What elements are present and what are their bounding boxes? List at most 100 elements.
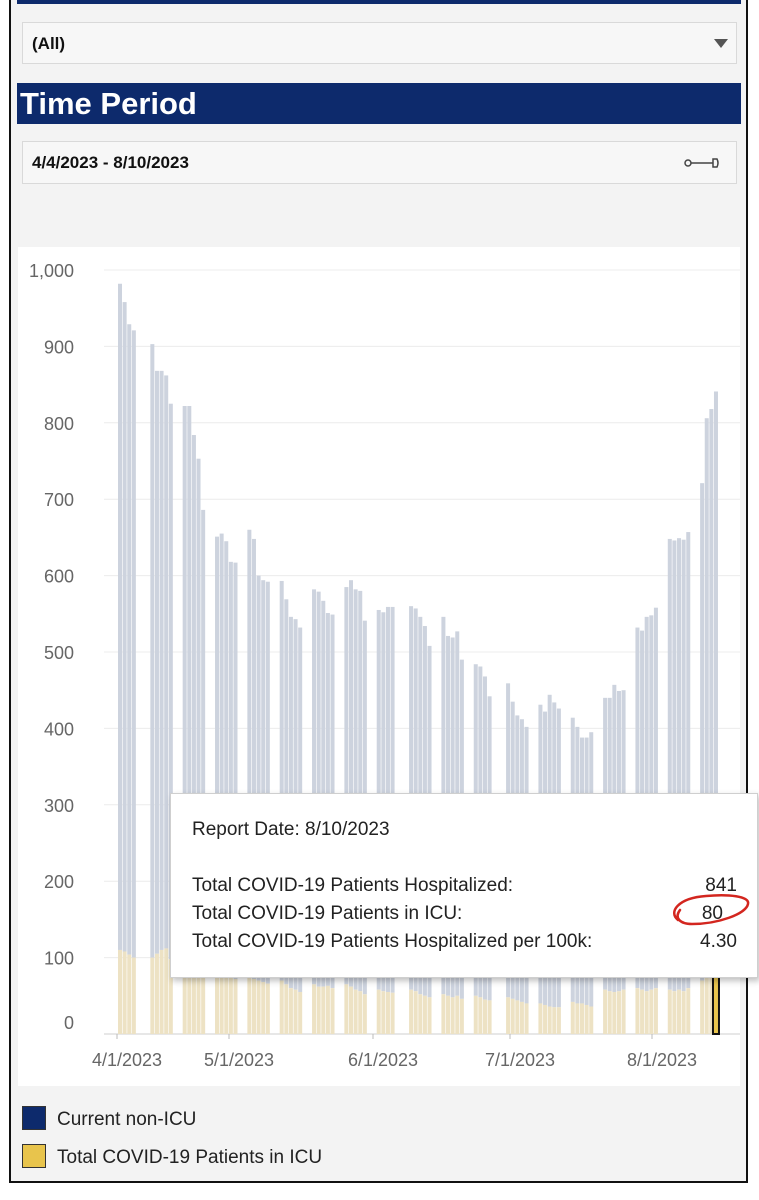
bar-icu xyxy=(261,982,266,1034)
x-tick-label: 6/1/2023 xyxy=(348,1050,418,1070)
x-tick-label: 8/1/2023 xyxy=(627,1050,697,1070)
bar-icu xyxy=(256,980,261,1034)
tooltip-value: 4.30 xyxy=(700,931,737,952)
bar-non-icu xyxy=(284,599,289,985)
x-tick-label: 7/1/2023 xyxy=(485,1050,555,1070)
bar-non-icu xyxy=(182,405,187,962)
bar-icu xyxy=(215,970,220,1034)
tooltip-label: Total COVID-19 Patients in ICU: xyxy=(192,903,463,924)
bar-icu xyxy=(316,986,321,1034)
legend-label: Current non-ICU xyxy=(57,1109,197,1130)
bar-non-icu xyxy=(224,541,229,975)
bar-icu xyxy=(293,989,298,1034)
bar-icu xyxy=(441,994,446,1034)
bar-non-icu xyxy=(681,539,686,992)
bar-icu xyxy=(251,978,256,1034)
y-tick-label: 800 xyxy=(44,414,74,434)
filter-dropdown[interactable]: (All) xyxy=(22,22,737,64)
bar-icu xyxy=(196,965,201,1034)
bar-non-icu xyxy=(251,538,256,979)
bar-icu xyxy=(612,991,617,1034)
bar-icu xyxy=(686,988,691,1034)
bar-non-icu xyxy=(677,538,682,990)
bar-non-icu xyxy=(709,409,714,975)
bar-non-icu xyxy=(233,562,238,979)
bar-non-icu xyxy=(168,403,173,960)
bar-icu xyxy=(376,989,381,1034)
bar-non-icu xyxy=(704,418,709,977)
range-slider-icon[interactable] xyxy=(684,156,720,170)
bar-icu xyxy=(182,961,187,1034)
bar-non-icu xyxy=(122,302,127,952)
bar-icu xyxy=(603,989,608,1034)
tooltip-label: Total COVID-19 Patients Hospitalized: xyxy=(192,875,514,896)
bar-icu xyxy=(547,1006,552,1034)
chart-tooltip: Report Date: 8/10/2023 Total COVID-19 Pa… xyxy=(170,793,758,978)
bar-non-icu xyxy=(316,591,321,987)
bar-non-icu xyxy=(127,324,132,955)
bar-icu xyxy=(154,953,159,1034)
bar-icu xyxy=(487,1000,492,1034)
bar-icu xyxy=(506,997,511,1034)
filter-dropdown-value: (All) xyxy=(32,34,66,53)
bar-non-icu xyxy=(672,540,677,992)
bar-icu xyxy=(677,989,682,1034)
bar-icu xyxy=(607,991,612,1034)
date-range-filter[interactable]: 4/4/2023 - 8/10/2023 xyxy=(22,141,737,184)
bar-icu xyxy=(556,1007,561,1034)
bar-non-icu xyxy=(349,580,353,987)
bar-icu xyxy=(330,988,335,1034)
bar-icu xyxy=(265,983,270,1034)
bar-icu xyxy=(362,994,367,1034)
bar-icu xyxy=(127,954,132,1034)
bar-non-icu xyxy=(686,532,691,989)
bar-non-icu xyxy=(667,538,672,990)
bar-non-icu xyxy=(118,283,122,950)
bar-icu xyxy=(584,1004,589,1034)
bar-icu xyxy=(312,984,317,1034)
bar-icu xyxy=(191,965,196,1034)
bar-icu xyxy=(381,991,386,1034)
bar-icu xyxy=(279,980,284,1034)
bar-icu xyxy=(298,991,303,1034)
bar-non-icu xyxy=(164,375,169,949)
y-tick-label: 300 xyxy=(44,796,74,816)
bar-icu xyxy=(418,994,423,1034)
bar-non-icu xyxy=(201,509,206,970)
y-tick-label: 500 xyxy=(44,643,74,663)
x-tick-label: 4/1/2023 xyxy=(92,1050,162,1070)
chevron-down-icon[interactable] xyxy=(714,39,728,48)
bar-icu xyxy=(122,951,127,1034)
bar-icu xyxy=(413,991,418,1034)
bar-icu xyxy=(325,985,330,1034)
bar-icu xyxy=(164,948,169,1034)
bar-icu xyxy=(219,972,224,1034)
legend-swatch-icu xyxy=(22,1144,46,1168)
bar-icu xyxy=(649,989,654,1034)
bar-icu xyxy=(390,992,395,1034)
tooltip-report-date: Report Date: 8/10/2023 xyxy=(192,819,390,840)
bar-icu xyxy=(616,991,621,1034)
bar-non-icu xyxy=(358,590,363,992)
y-tick-label: 0 xyxy=(64,1013,74,1033)
bar-icu xyxy=(224,974,229,1034)
bar-icu xyxy=(358,991,363,1034)
bar-icu xyxy=(284,984,289,1034)
bar-icu xyxy=(644,991,649,1034)
bar-icu xyxy=(459,998,464,1034)
bar-non-icu xyxy=(247,529,252,977)
bar-icu xyxy=(201,969,206,1034)
bar-non-icu xyxy=(344,587,349,985)
red-circle-annotation xyxy=(673,894,750,926)
bar-icu xyxy=(635,988,640,1034)
bar-icu xyxy=(349,986,353,1034)
bar-non-icu xyxy=(219,533,224,973)
bar-non-icu xyxy=(196,458,201,966)
bar-non-icu xyxy=(228,561,233,976)
bar-icu xyxy=(667,989,672,1034)
bar-icu xyxy=(455,995,460,1034)
bar-icu xyxy=(131,957,136,1034)
bar-non-icu xyxy=(215,536,220,971)
bar-icu xyxy=(118,949,122,1034)
bar-icu xyxy=(589,1006,594,1034)
